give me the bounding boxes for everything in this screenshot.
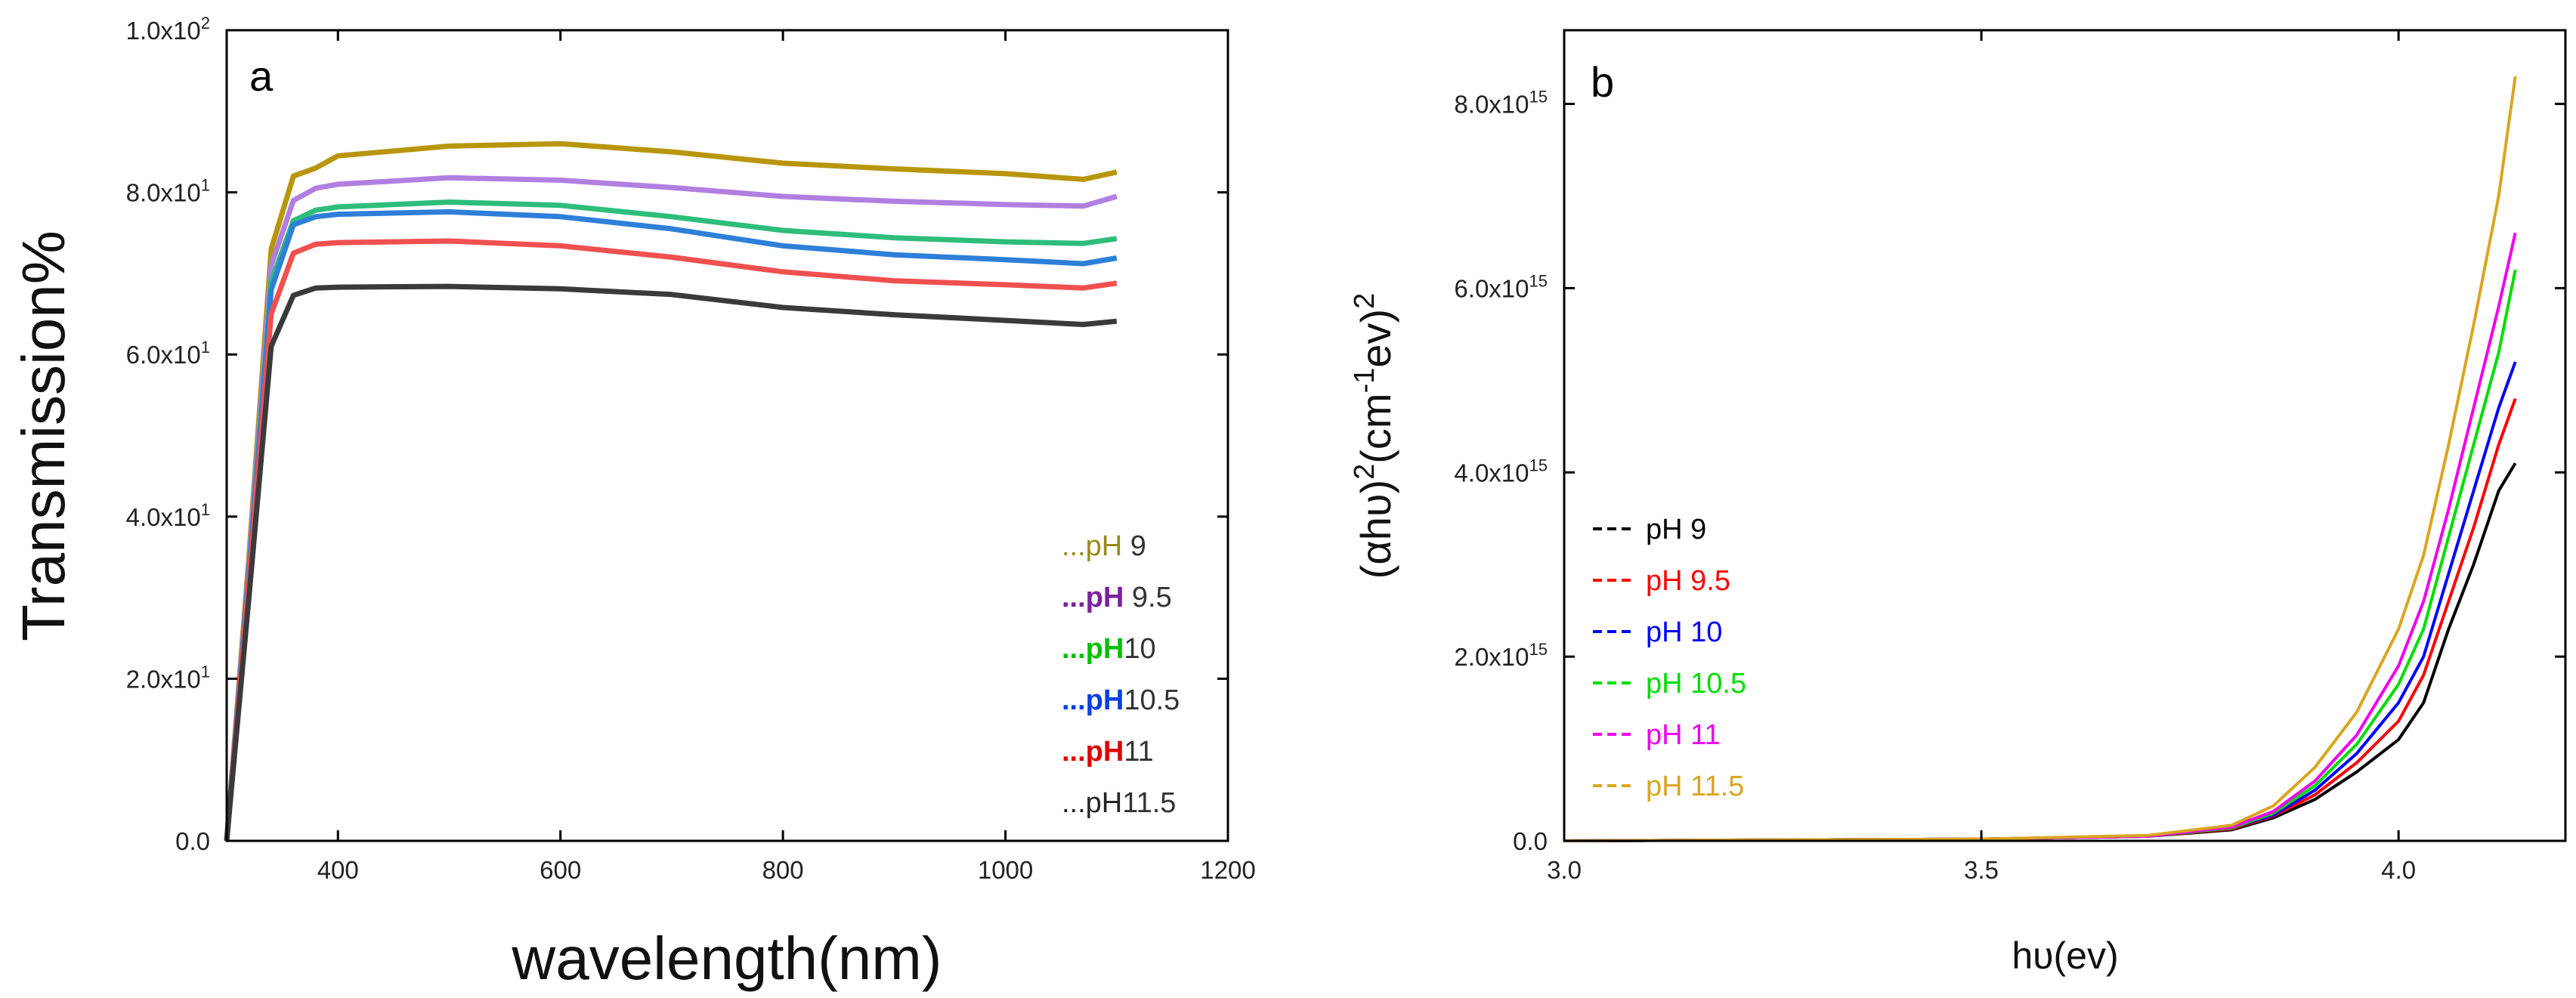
series-line-ph11.5 [224,283,1118,842]
legend-entry: ...pH 9.5 [1062,582,1172,613]
legend-entry: ...pH10.5 [1062,684,1180,716]
x-tick-label: 3.5 [1964,856,1999,884]
x-tick-label: 3.0 [1547,856,1582,884]
series-line-ph11 [224,238,1118,842]
legend-entry: ...pH10 [1062,633,1156,665]
y-tick-label: 1.0x102 [126,14,210,45]
legend-entry: pH 11 [1646,719,1721,751]
y-tick-label: 8.0x1015 [1454,88,1548,119]
y-title-part-a: (αhυ) [1352,480,1399,579]
y-title-part-c: (cm [1352,393,1399,463]
series-line-ph10 [224,199,1118,842]
legend-entry: pH 9 [1646,514,1706,545]
legend-entry: ...pH11 [1062,736,1154,768]
series-line-ph10 [1563,361,2517,842]
x-tick-label: 600 [540,856,581,884]
panel-b-label: b [1591,58,1614,106]
y-title-part-f: 2 [1349,293,1381,309]
y-title-part-d: -1 [1349,368,1381,394]
y-tick-label: 0.0 [1513,827,1548,855]
x-tick-label: 1000 [978,856,1033,884]
legend-entry: ...pH11.5 [1062,787,1176,819]
x-tick-label: 400 [317,856,359,884]
y-tick-label: 6.0x1015 [1454,271,1548,302]
series-line-ph9 [224,141,1118,842]
legend-entry: pH 10 [1646,616,1722,648]
y-tick-label: 2.0x1015 [1454,640,1548,671]
panel-a-y-axis-title: Transmission% [10,230,77,641]
legend-entry: pH 10.5 [1646,668,1746,700]
y-tick-label: 0.0 [175,827,210,855]
panel-a-legend: ...pH 9 ...pH 9.5 ...pH10 ...pH10.5 ...pH11.… [1062,530,1180,819]
y-title-part-b: 2 [1349,464,1381,480]
y-tick-label: 4.0x1015 [1454,456,1548,487]
panel-b-x-axis-title: hυ(ev) [2012,935,2118,977]
panel-a-x-axis-title: wavelength(nm) [511,925,942,992]
panel-a-label: a [249,52,274,100]
series-line-ph10.5 [224,209,1118,842]
panel-b-legend: pH 9 pH 9.5 pH 10 pH 10.5 pH 11 pH 11.5 [1593,514,1746,802]
y-tick-label: 8.0x101 [126,176,210,207]
x-tick-label: 4.0 [2381,856,2416,884]
series-line-ph9.5 [224,175,1118,842]
legend-entry: pH 11.5 [1646,771,1744,802]
series-line-ph10.5 [1563,269,2517,842]
legend-entry: ...pH 9 [1062,530,1146,562]
panel-b-tauc-chart: 3.0 3.5 4.0 0.0 2.0x1015 4.0x1015 6.0x1015 8.0x… [1349,29,2567,977]
series-line-ph11.5 [1563,76,2517,842]
y-tick-label: 2.0x101 [126,662,210,693]
y-tick-label: 4.0x101 [126,500,210,531]
panel-a-plot-frame [225,29,1229,842]
y-tick-label: 6.0x101 [126,338,210,369]
panel-b-y-axis-title: (αhυ)2(cm-1ev)2 [1349,293,1399,579]
panel-b-plot-frame [1563,29,2567,842]
y-title-part-e: ev) [1352,309,1399,368]
x-tick-label: 800 [762,856,804,884]
legend-entry: pH 9.5 [1646,565,1730,597]
x-tick-label: 1200 [1200,856,1255,884]
panel-a-transmission-chart: 400 600 800 1000 1200 0.0 2.0x101 4.0x101 6.0x10… [10,14,1256,992]
